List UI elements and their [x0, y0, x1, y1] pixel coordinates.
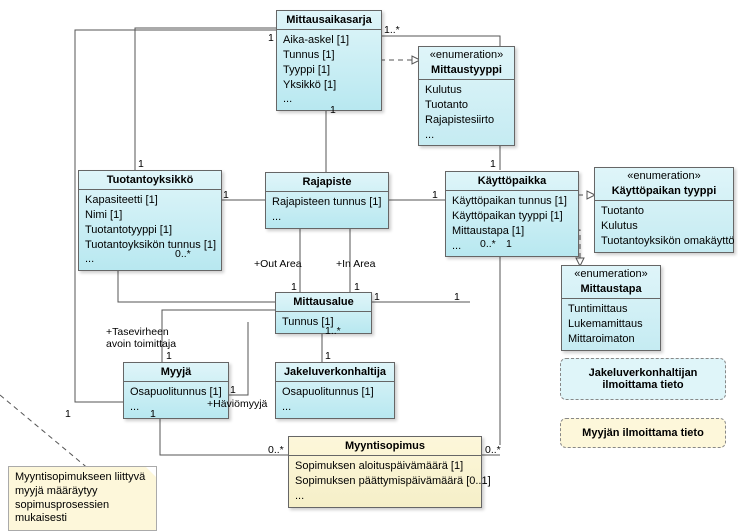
- attr-row: Tuntimittaus: [568, 302, 654, 317]
- class-mittausaikasarja: Mittausaikasarja Aika-askel [1]Tunnus [1…: [276, 10, 382, 111]
- class-jakeluverkonhaltija: Jakeluverkonhaltija Osapuolitunnus [1]..…: [275, 362, 395, 419]
- attr-row: Kulutus: [601, 219, 727, 234]
- attr-row: Kapasiteetti [1]: [85, 193, 215, 208]
- attr-row: ...: [272, 210, 382, 225]
- class-kayttopaikka: Käyttöpaikka Käyttöpaikan tunnus [1]Käyt…: [445, 171, 579, 257]
- attr-row: Lukemamittaus: [568, 317, 654, 332]
- legend-myyja: Myyjän ilmoittama tieto: [560, 418, 726, 448]
- attr-row: Mittaustapa [1]: [452, 224, 572, 239]
- attr-row: Tuotanto: [601, 204, 727, 219]
- class-mittausalue: Mittausalue Tunnus [1]: [275, 292, 372, 334]
- attr-row: Nimi [1]: [85, 208, 215, 223]
- attr-row: ...: [425, 128, 508, 143]
- class-rajapiste: Rajapiste Rajapisteen tunnus [1]...: [265, 172, 389, 229]
- class-tuotantoyksikko: Tuotantoyksikkö Kapasiteetti [1]Nimi [1]…: [78, 170, 222, 271]
- attr-row: Käyttöpaikan tyyppi [1]: [452, 209, 572, 224]
- class-myyja: Myyjä Osapuolitunnus [1]...: [123, 362, 229, 419]
- attr-row: ...: [452, 239, 572, 254]
- enum-mittaustapa: «enumeration» Mittaustapa TuntimittausLu…: [561, 265, 661, 351]
- attr-row: ...: [85, 252, 215, 267]
- legend-jvh: Jakeluverkonhaltijan ilmoittama tieto: [560, 358, 726, 400]
- attr-row: ...: [283, 92, 375, 107]
- attr-row: Mittaroimaton: [568, 332, 654, 347]
- attr-row: Tuotantotyyppi [1]: [85, 223, 215, 238]
- attr-row: Tuotanto: [425, 98, 508, 113]
- attr-row: Tunnus [1]: [282, 315, 365, 330]
- enum-kayttopaikan-tyyppi: «enumeration» Käyttöpaikan tyyppi Tuotan…: [594, 167, 734, 253]
- attr-row: Yksikkö [1]: [283, 78, 375, 93]
- attr-row: ...: [295, 489, 475, 504]
- attr-row: Tunnus [1]: [283, 48, 375, 63]
- attr-row: Kulutus: [425, 83, 508, 98]
- attr-row: Tuotantoyksikön omakäyttö: [601, 234, 727, 249]
- attr-row: Rajapisteen tunnus [1]: [272, 195, 382, 210]
- note-myyntisopimus: Myyntisopimukseen liittyvä myyjä määräyt…: [8, 466, 157, 531]
- class-myyntisopimus: Myyntisopimus Sopimuksen aloituspäivämää…: [288, 436, 482, 508]
- attr-row: Aika-askel [1]: [283, 33, 375, 48]
- attr-row: Sopimuksen päättymispäivämäärä [0..1]: [295, 474, 475, 489]
- attr-row: Rajapistesiirto: [425, 113, 508, 128]
- enum-mittaustyyppi: «enumeration» Mittaustyyppi KulutusTuota…: [418, 46, 515, 146]
- attr-row: Osapuolitunnus [1]: [282, 385, 388, 400]
- attr-row: Käyttöpaikan tunnus [1]: [452, 194, 572, 209]
- attr-row: Tyyppi [1]: [283, 63, 375, 78]
- attr-row: Sopimuksen aloituspäivämäärä [1]: [295, 459, 475, 474]
- class-title: Mittausaikasarja: [277, 11, 381, 30]
- attr-row: Tuotantoyksikön tunnus [1]: [85, 238, 215, 253]
- attr-row: ...: [282, 400, 388, 415]
